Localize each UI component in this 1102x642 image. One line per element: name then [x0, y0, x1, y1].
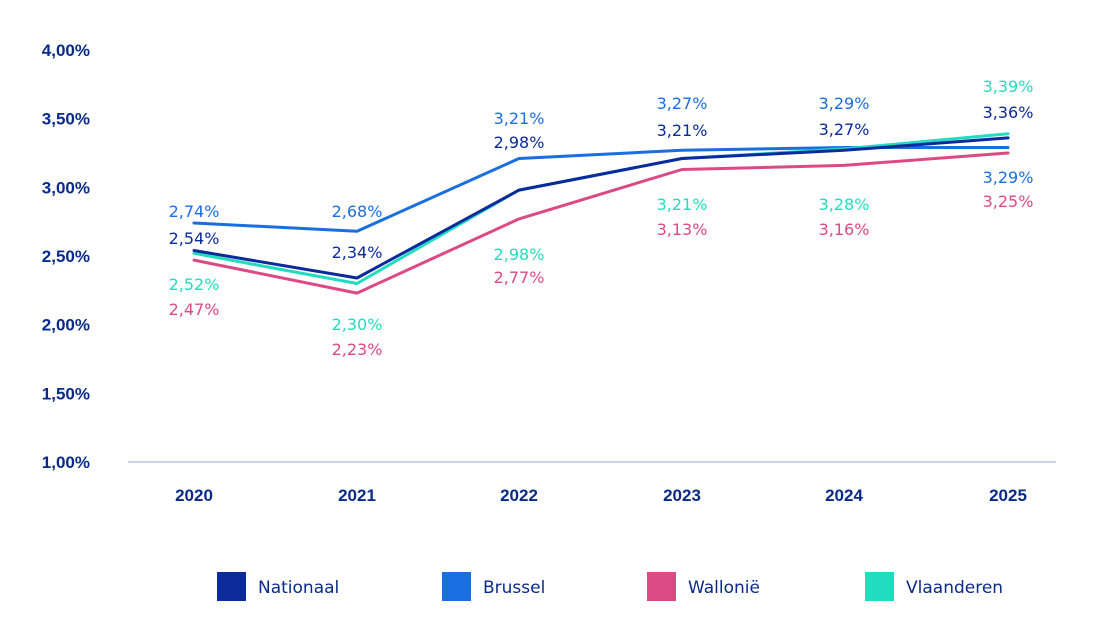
data-label: 3,27% [657, 94, 708, 113]
data-label: 2,77% [494, 268, 545, 287]
legend-swatch-walloni [647, 572, 676, 601]
data-label: 3,29% [983, 168, 1034, 187]
legend-label-brussel: Brussel [483, 578, 545, 598]
data-label: 3,21% [657, 195, 708, 214]
data-label: 2,74% [169, 202, 220, 221]
series-line-brussel [192, 146, 1010, 233]
y-tick-label: 3,50% [42, 110, 90, 129]
y-axis: 1,00% 1,50% 2,00% 2,50% 3,00% 3,50% 4,00% [42, 41, 90, 472]
legend: Nationaal Brussel Wallonië Vlaanderen [217, 572, 1003, 601]
x-tick-label: 2022 [500, 486, 538, 505]
series-line-walloni [192, 151, 1010, 295]
x-axis: 2020 2021 2022 2023 2024 2025 [175, 486, 1027, 505]
legend-label-walloni: Wallonië [688, 578, 760, 598]
data-label: 3,13% [657, 220, 708, 239]
data-label: 3,29% [819, 94, 870, 113]
y-tick-label: 2,00% [42, 316, 90, 335]
data-label: 2,98% [494, 245, 545, 264]
series-line-vlaanderen [192, 132, 1010, 285]
y-tick-label: 3,00% [42, 178, 90, 197]
data-label: 2,98% [494, 133, 545, 152]
data-label: 3,21% [494, 109, 545, 128]
data-labels: 2,54% 2,34% 2,98% 3,21% 3,27% 3,36% 2,74% 2,68%… [169, 77, 1034, 359]
data-label: 3,27% [819, 120, 870, 139]
data-label: 3,39% [983, 77, 1034, 96]
series-lines [192, 132, 1010, 295]
data-label: 2,68% [332, 202, 383, 221]
data-label: 2,23% [332, 340, 383, 359]
data-label: 3,21% [657, 121, 708, 140]
legend-label-vlaanderen: Vlaanderen [906, 578, 1003, 598]
y-tick-label: 4,00% [42, 41, 90, 60]
x-tick-label: 2024 [825, 486, 863, 505]
x-tick-label: 2021 [338, 486, 376, 505]
y-tick-label: 2,50% [42, 247, 90, 266]
legend-swatch-vlaanderen [865, 572, 894, 601]
legend-swatch-brussel [442, 572, 471, 601]
x-tick-label: 2025 [989, 486, 1027, 505]
data-label: 3,16% [819, 220, 870, 239]
data-label: 3,28% [819, 195, 870, 214]
x-tick-label: 2023 [663, 486, 701, 505]
legend-label-nationaal: Nationaal [258, 578, 339, 598]
y-tick-label: 1,00% [42, 453, 90, 472]
series-line-nationaal [192, 136, 1010, 280]
data-label: 2,52% [169, 275, 220, 294]
y-tick-label: 1,50% [42, 384, 90, 403]
x-tick-label: 2020 [175, 486, 213, 505]
data-label: 3,25% [983, 192, 1034, 211]
data-label: 2,34% [332, 243, 383, 262]
data-label: 2,30% [332, 315, 383, 334]
legend-swatch-nationaal [217, 572, 246, 601]
data-label: 2,54% [169, 229, 220, 248]
data-label: 3,36% [983, 103, 1034, 122]
data-label: 2,47% [169, 300, 220, 319]
